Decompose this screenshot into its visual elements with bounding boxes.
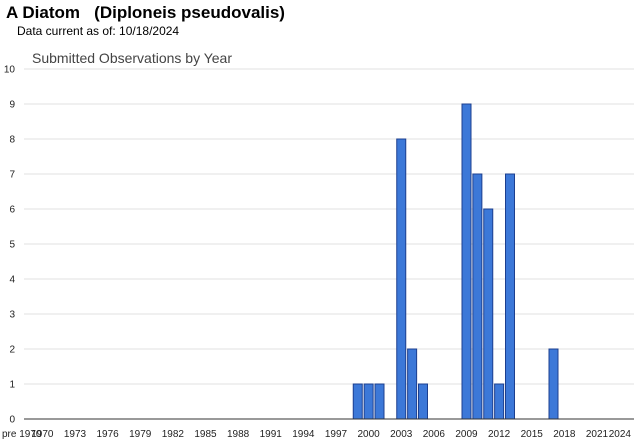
bar-1999 — [352, 383, 363, 420]
bar-2003 — [396, 138, 407, 420]
bar-2013 — [505, 173, 515, 420]
x-tick-label: 2015 — [521, 429, 544, 440]
y-tick-label: 4 — [9, 275, 15, 286]
x-tick-label: 1973 — [64, 429, 87, 440]
y-tick-label: 2 — [9, 345, 15, 356]
chart-bars — [352, 103, 559, 420]
x-tick-label: 1979 — [129, 429, 152, 440]
x-tick-label: 1985 — [194, 429, 217, 440]
bar-2017 — [548, 348, 559, 420]
bar-2009 — [461, 103, 472, 420]
chart-title: Submitted Observations by Year — [32, 50, 233, 66]
y-tick-label: 3 — [9, 310, 15, 321]
x-tick-label: 2009 — [455, 429, 478, 440]
x-tick-label: 2024 — [609, 429, 632, 440]
x-tick-label: 2012 — [488, 429, 511, 440]
bar-2000 — [363, 383, 374, 420]
data-current-date: Data current as of: 10/18/2024 — [17, 24, 180, 38]
x-tick-label: 2018 — [553, 429, 576, 440]
bar-2005 — [418, 383, 428, 420]
x-tick-label: 2006 — [423, 429, 446, 440]
y-tick-label: 10 — [4, 65, 16, 76]
bar-2010 — [472, 173, 483, 420]
x-tick-label: pre 1970 — [2, 429, 42, 440]
y-tick-label: 7 — [9, 170, 15, 181]
y-tick-label: 9 — [9, 100, 15, 111]
y-tick-label: 5 — [9, 240, 15, 251]
chart-gridlines — [24, 68, 634, 385]
x-tick-label: 2021 — [586, 429, 609, 440]
y-tick-label: 8 — [9, 135, 15, 146]
y-tick-label: 0 — [9, 415, 15, 426]
y-axis-tick-labels: 0 1 2 3 4 5 6 7 8 9 10 — [4, 65, 16, 426]
x-tick-label: 1988 — [227, 429, 250, 440]
bar-2012 — [494, 383, 505, 420]
bar-2004 — [407, 348, 418, 420]
bar-2011 — [483, 208, 494, 420]
x-tick-label: 2003 — [390, 429, 413, 440]
y-tick-label: 6 — [9, 205, 15, 216]
x-tick-label: 1970 — [31, 429, 54, 440]
x-tick-label: 1997 — [325, 429, 348, 440]
species-title: A Diatom (Diploneis pseudovalis) — [6, 3, 285, 22]
bar-2001 — [374, 383, 385, 420]
x-tick-label: 1994 — [292, 429, 315, 440]
x-tick-label: 1982 — [162, 429, 185, 440]
y-tick-label: 1 — [9, 380, 15, 391]
x-tick-label: 2000 — [358, 429, 381, 440]
x-tick-label: 1991 — [260, 429, 283, 440]
x-tick-label: 1976 — [97, 429, 120, 440]
